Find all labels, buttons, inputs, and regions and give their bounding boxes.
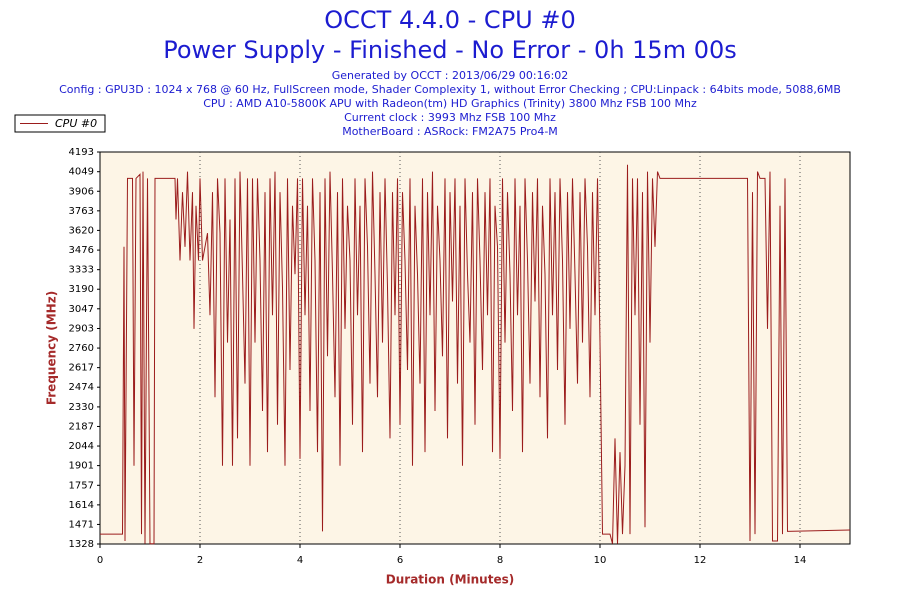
y-tick-label: 1757 <box>69 480 94 491</box>
y-tick-label: 1471 <box>69 519 94 530</box>
legend-box <box>14 114 106 133</box>
y-tick-label: 1614 <box>69 500 94 511</box>
y-tick-label: 3047 <box>69 304 94 315</box>
y-tick-label: 4193 <box>69 147 94 158</box>
y-tick-label: 1328 <box>69 539 94 550</box>
y-tick-label: 2474 <box>69 382 94 393</box>
y-tick-label: 1901 <box>69 461 94 472</box>
x-axis-label: Duration (Minutes) <box>386 573 514 587</box>
legend-label: CPU #0 <box>55 117 97 130</box>
y-tick-label: 4049 <box>69 167 94 178</box>
data-line <box>100 164 851 545</box>
y-tick-label: 2187 <box>69 421 94 432</box>
x-tick-label: 4 <box>297 555 303 566</box>
x-tick-label: 0 <box>97 555 103 566</box>
info-line: Generated by OCCT : 2013/06/29 00:16:02 <box>332 69 569 82</box>
y-tick-label: 3476 <box>69 245 94 256</box>
x-tick-label: 6 <box>397 555 403 566</box>
y-tick-label: 3190 <box>69 284 94 295</box>
y-tick-label: 3906 <box>69 186 94 197</box>
x-tick-label: 8 <box>497 555 503 566</box>
info-line: Current clock : 3993 Mhz FSB 100 Mhz <box>344 111 556 124</box>
x-tick-label: 14 <box>794 555 807 566</box>
info-line: MotherBoard : ASRock: FM2A75 Pro4-M <box>342 125 558 138</box>
y-tick-label: 2760 <box>69 343 94 354</box>
chart-subtitle: Power Supply - Finished - No Error - 0h … <box>163 36 737 64</box>
y-tick-label: 2044 <box>69 441 94 452</box>
y-tick-label: 3333 <box>69 265 94 276</box>
info-line: CPU : AMD A10-5800K APU with Radeon(tm) … <box>203 97 697 110</box>
y-tick-label: 2617 <box>69 363 94 374</box>
x-tick-label: 2 <box>197 555 203 566</box>
x-tick-label: 12 <box>694 555 707 566</box>
y-tick-label: 3763 <box>69 206 94 217</box>
y-axis-label: Frequency (MHz) <box>45 291 59 405</box>
y-tick-label: 2903 <box>69 324 94 335</box>
x-tick-label: 10 <box>594 555 607 566</box>
info-line: Config : GPU3D : 1024 x 768 @ 60 Hz, Ful… <box>59 83 841 96</box>
chart-title: OCCT 4.4.0 - CPU #0 <box>324 6 575 34</box>
y-tick-label: 2330 <box>69 402 94 413</box>
y-tick-label: 3620 <box>69 225 94 236</box>
